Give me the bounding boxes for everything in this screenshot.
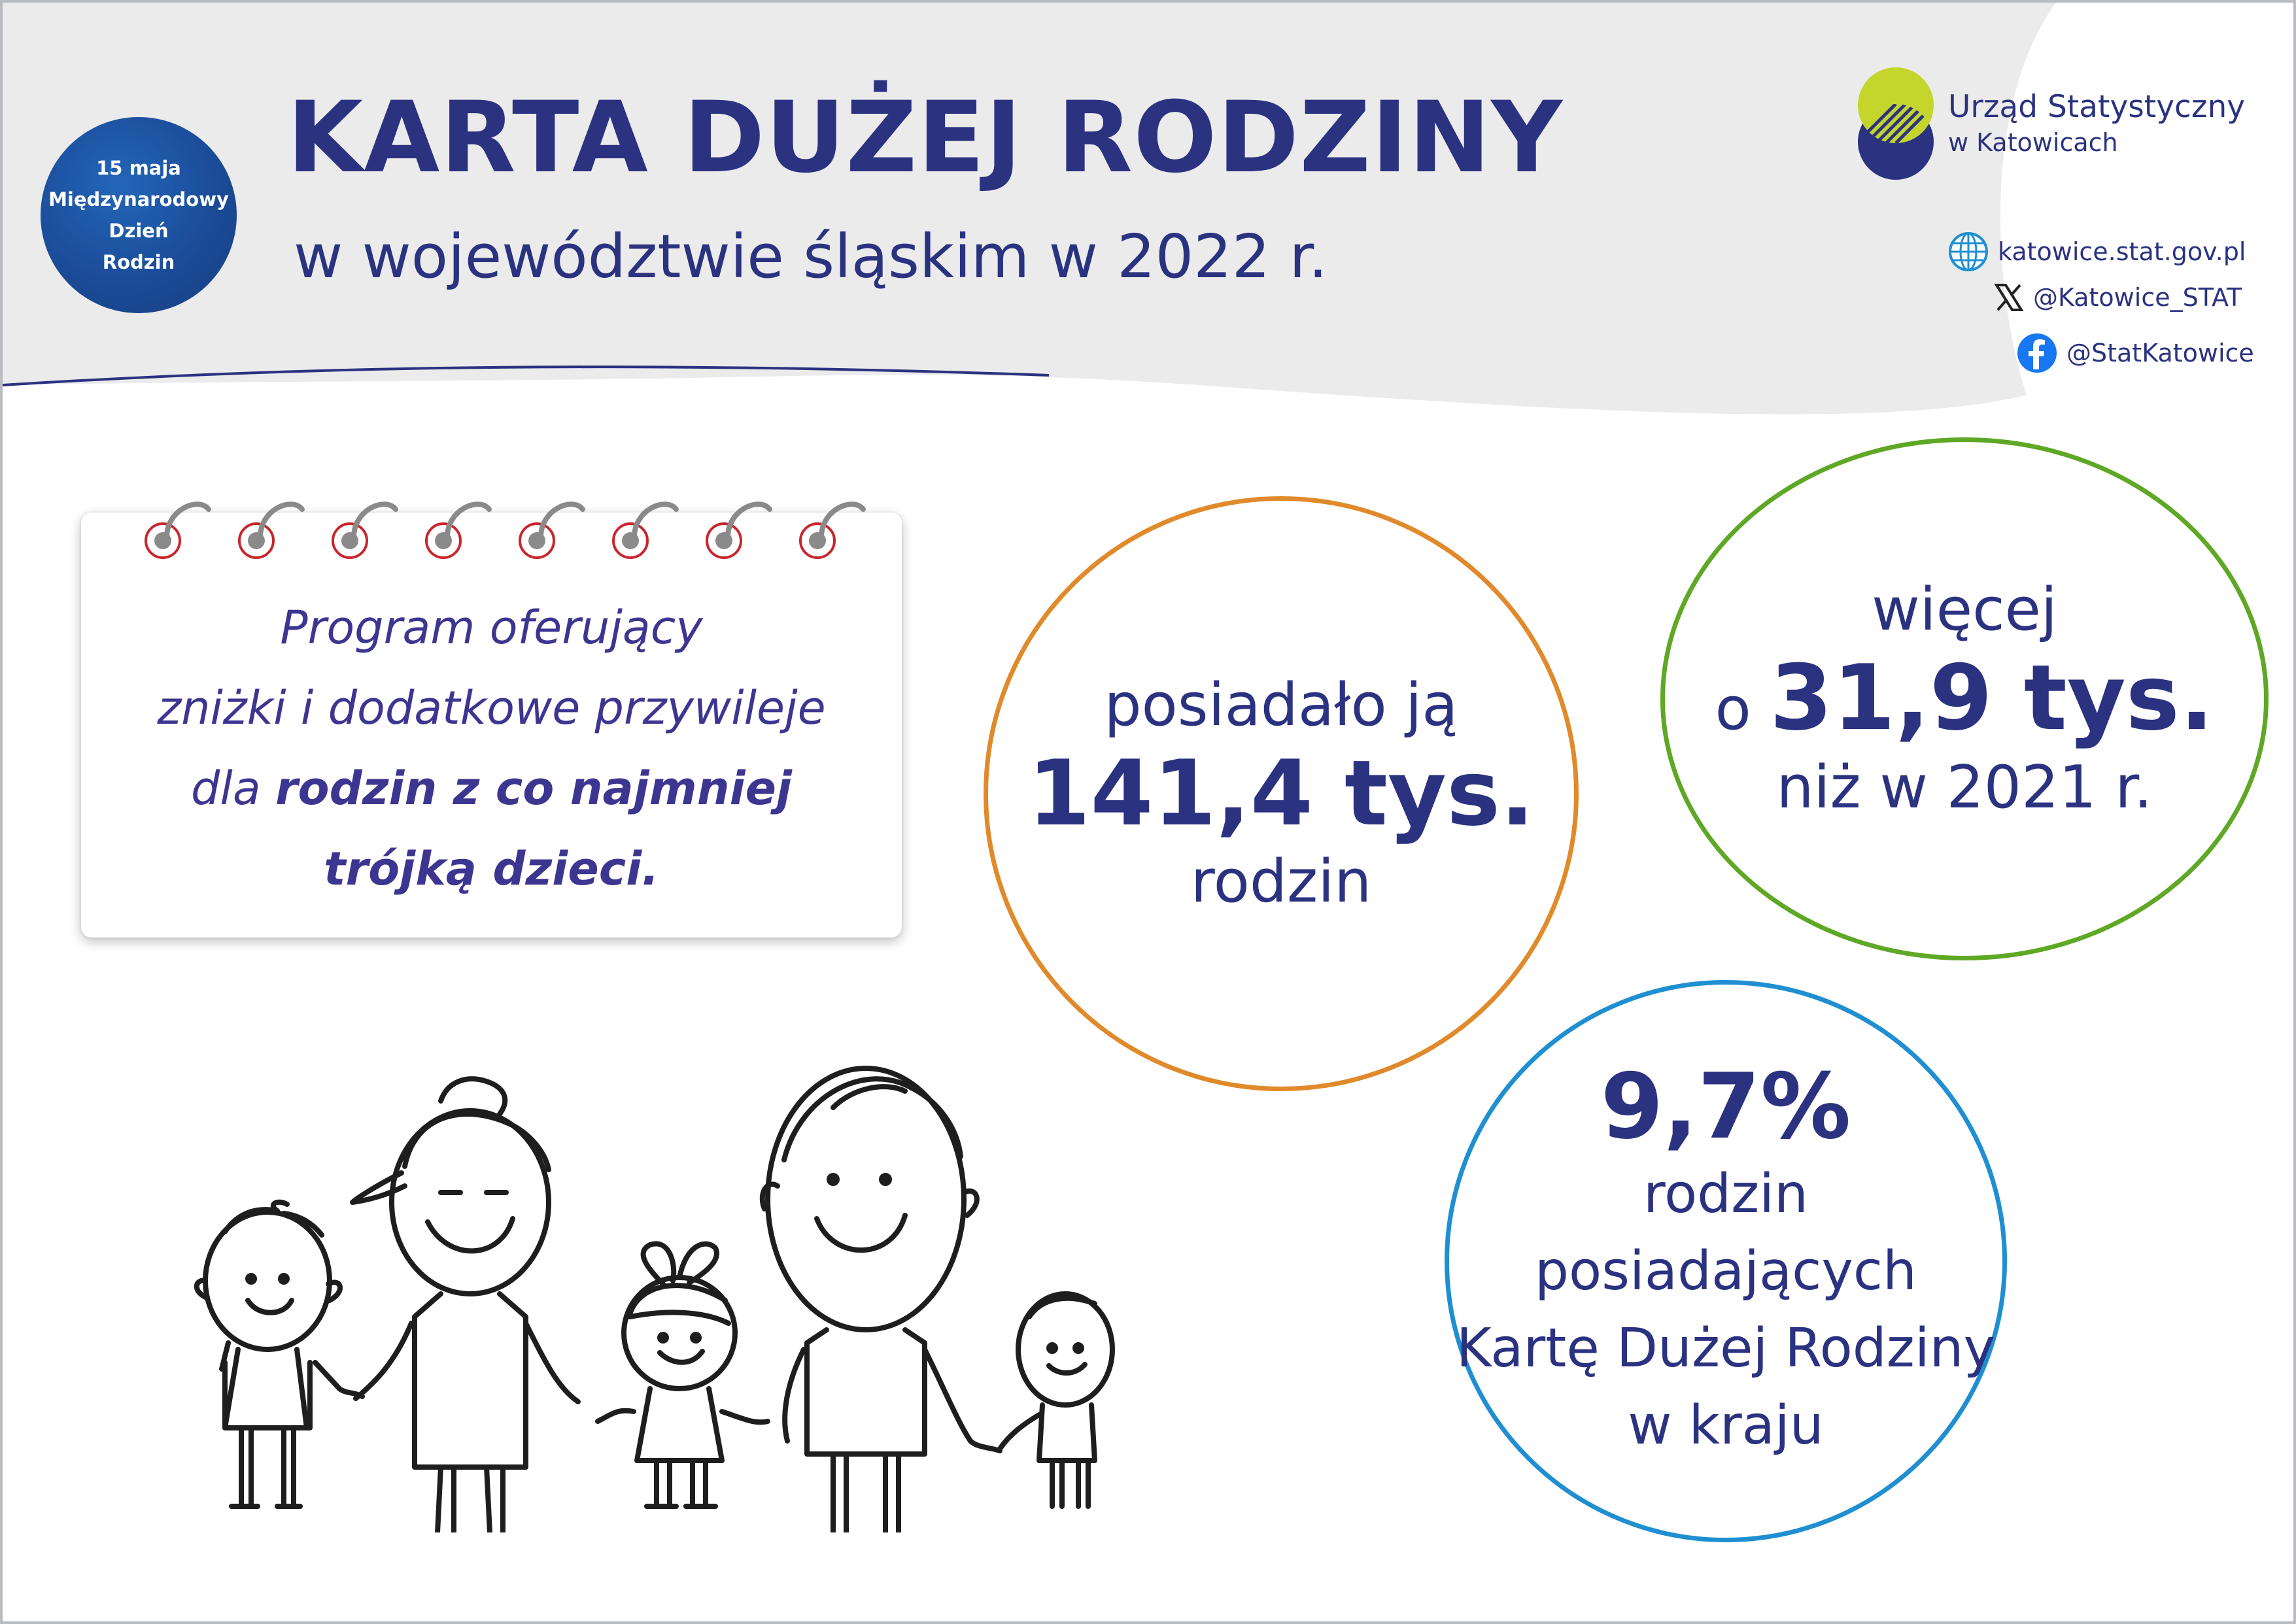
contact-text: @StatKatowice — [2066, 339, 2254, 367]
boy-figure — [194, 1199, 365, 1509]
note-text-bold: rodzin z co najmniej — [275, 762, 793, 815]
stat-label: Kartę Dużej Rodziny — [1456, 1317, 1996, 1379]
stat-label: niż w 2021 r. — [1776, 753, 2153, 822]
small-boy-figure — [997, 1291, 1115, 1509]
note-line: Program oferujący — [280, 601, 703, 654]
badge-line: Dzień — [109, 220, 169, 242]
header-background — [3, 3, 2056, 414]
contact-text: @Katowice_STAT — [2033, 283, 2242, 312]
logo-text: Urząd Statystyczny w Katowicach — [1948, 88, 2245, 158]
spiral-ring — [238, 501, 305, 559]
holders-stat-circle: posiadało ją 141,4 tys. rodzin — [984, 496, 1579, 1091]
stat-label: posiadało ją — [1104, 671, 1458, 739]
note-line: zniżki i dodatkowe przywileje — [157, 681, 826, 735]
logo-line2: w Katowicach — [1948, 128, 2118, 157]
badge-line: Rodzin — [102, 251, 175, 273]
spiral-ring — [706, 501, 772, 559]
stat-value-row: o 31,9 tys. — [1715, 649, 2214, 749]
spiral-ring — [425, 501, 492, 559]
father-figure — [759, 1066, 1002, 1532]
badge-line: 15 maja — [96, 157, 181, 179]
program-note-card: Program oferujący zniżki i dodatkowe prz… — [81, 513, 902, 938]
contact-text: katowice.stat.gov.pl — [1998, 237, 2246, 266]
spiral-ring — [519, 501, 585, 559]
note-line: trójką dzieci. — [81, 829, 902, 909]
note-text-bold: trójką dzieci. — [324, 842, 659, 896]
contact-x[interactable]: @Katowice_STAT — [1994, 282, 2242, 313]
stat-label: w kraju — [1628, 1395, 1824, 1457]
logo-line1: Urząd Statystyczny — [1948, 89, 2246, 125]
stat-value: 31,9 tys. — [1770, 645, 2214, 751]
note-text-regular: dla — [190, 762, 275, 815]
contact-facebook[interactable]: @StatKatowice — [2017, 333, 2254, 373]
facebook-icon — [2017, 333, 2057, 373]
change-stat-circle: więcej o 31,9 tys. niż w 2021 r. — [1660, 437, 2269, 960]
page-subtitle: w województwie śląskim w 2022 r. — [294, 222, 1328, 292]
girl-figure — [595, 1241, 770, 1509]
spiral-rings-icon — [145, 501, 866, 559]
statistics-office-logo-icon — [1858, 67, 1934, 180]
note-line: dla rodzin z co najmniej — [81, 749, 902, 829]
contact-website[interactable]: katowice.stat.gov.pl — [1948, 231, 2246, 272]
spiral-ring — [612, 501, 679, 559]
globe-icon — [1948, 231, 1989, 272]
stat-label: rodzin — [1190, 847, 1372, 916]
spiral-ring — [332, 501, 398, 559]
family-illustration — [194, 1066, 1115, 1532]
stat-prefix: o — [1715, 675, 1770, 743]
stat-label: posiadających — [1535, 1240, 1917, 1302]
share-stat-circle: 9,7% rodzin posiadających Kartę Dużej Ro… — [1445, 980, 2007, 1542]
stat-label: więcej — [1872, 575, 2057, 644]
badge-line: Międzynarodowy — [48, 188, 229, 211]
spiral-ring — [799, 501, 866, 559]
x-icon — [1994, 282, 2024, 313]
stat-value: 141,4 tys. — [1027, 741, 1535, 846]
note-text: Program oferujący zniżki i dodatkowe prz… — [81, 588, 902, 909]
spiral-ring — [145, 501, 211, 559]
page-title: KARTA DUŻEJ RODZINY — [287, 81, 1563, 195]
stat-value: 9,7% — [1600, 1054, 1851, 1159]
stat-label: rodzin — [1643, 1163, 1808, 1225]
mother-figure — [350, 1076, 581, 1532]
holiday-badge: 15 maja Międzynarodowy Dzień Rodzin — [41, 117, 237, 313]
